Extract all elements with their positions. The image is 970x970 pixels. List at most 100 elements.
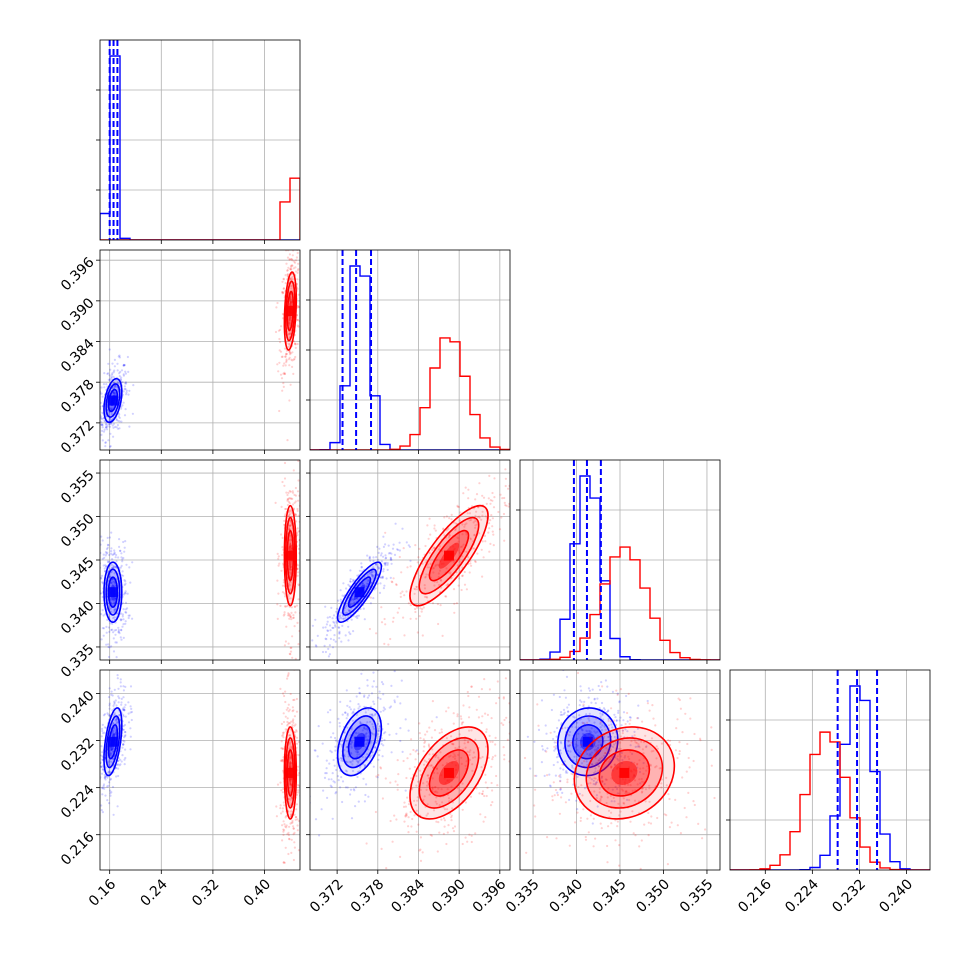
sample-point [358,680,360,682]
sample-point [438,545,441,548]
sample-point [422,738,425,741]
sample-point [289,734,292,737]
sample-point [551,795,554,798]
sample-point [637,667,639,669]
sample-point [437,622,440,626]
sample-point [485,502,488,505]
sample-point [384,531,387,534]
sample-point [346,726,349,729]
sample-point [288,350,291,354]
sample-point [365,582,369,585]
sample-point [685,816,688,819]
sample-point [292,827,295,830]
x-tick-label: 0.390 [429,876,469,916]
sample-point [525,714,527,716]
sample-point [122,623,125,626]
sample-point [294,266,297,269]
sample-point [415,784,418,787]
sample-point [546,774,549,777]
sample-point [391,840,394,843]
sample-point [296,742,299,745]
sample-point [368,572,371,575]
sample-point [466,750,469,753]
sample-point [342,617,346,620]
sample-point [294,343,297,346]
sample-point [120,618,123,621]
sample-point [286,273,289,276]
sample-point [660,742,664,745]
sample-point [281,731,285,735]
sample-point [120,369,124,372]
sample-point [369,720,372,723]
sample-point [639,782,642,785]
sample-point [106,546,109,549]
sample-point [97,423,99,425]
sample-point [594,767,597,770]
sample-point [113,385,116,388]
sample-point [105,426,108,429]
sample-point [497,510,500,514]
sample-point [383,562,387,565]
sample-point [427,743,430,746]
sample-point [281,312,284,316]
sample-point [380,681,384,684]
sample-point [100,392,103,395]
sample-point [106,799,109,802]
sample-point [578,714,581,717]
sample-point [600,681,603,684]
sample-point [289,497,292,500]
sample-point [289,524,292,527]
sample-point [438,804,441,807]
sample-point [567,749,570,753]
sample-point [578,792,581,795]
sample-point [283,362,286,365]
sample-point [616,787,619,791]
sample-point [465,550,468,553]
sample-point [118,375,121,378]
sample-point [113,602,116,605]
sample-point [114,732,117,736]
sample-point [328,762,331,765]
sample-point [102,783,106,786]
sample-point [349,578,352,581]
sample-point [377,566,380,570]
sample-point [126,592,129,595]
sample-point [360,565,363,569]
sample-point [289,534,292,537]
sample-point [290,277,293,280]
sample-point [439,751,442,754]
sample-point [100,423,103,426]
sample-point [120,564,123,568]
sample-point [596,730,599,733]
sample-point [584,838,588,841]
sample-point [288,527,291,530]
sample-point [122,374,125,377]
contour-line [428,529,470,582]
sample-point [296,621,299,625]
sample-point [284,846,287,849]
density-peak-bin [619,767,630,778]
sample-point [508,702,510,705]
sample-point [280,355,283,358]
sample-point [283,477,287,480]
sample-point [110,690,113,693]
sample-point [448,534,451,537]
sample-point [329,721,332,724]
sample-point [291,264,294,267]
sample-point [378,547,381,550]
sample-point [283,644,286,647]
sample-point [116,380,119,383]
sample-point [277,329,281,332]
sample-point [371,685,374,688]
sample-point [341,780,345,783]
sample-point [274,501,277,504]
sample-point [726,693,728,695]
sample-point [295,520,298,523]
sample-point [288,356,291,359]
sample-point [491,491,494,495]
sample-point [418,849,421,852]
sample-point [116,381,120,385]
sample-point [295,710,299,713]
sample-point [108,759,111,762]
sample-point [546,747,549,750]
